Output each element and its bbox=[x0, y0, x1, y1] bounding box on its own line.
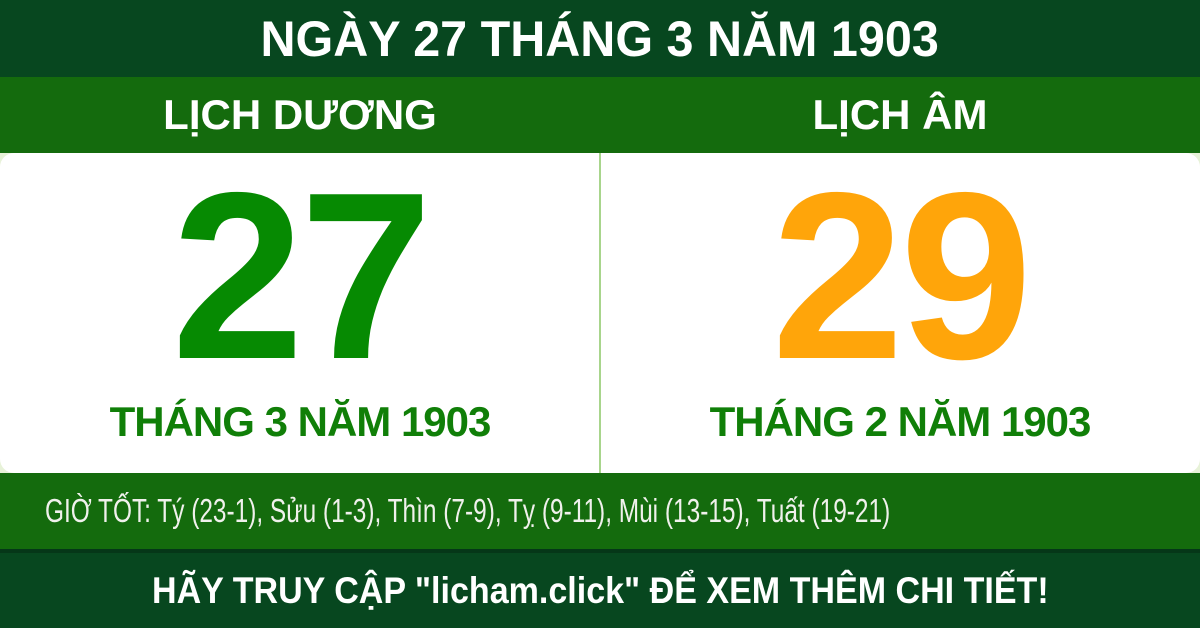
lunar-day-number: 29 bbox=[771, 143, 1033, 409]
footer-bar: HÃY TRUY CẬP "licham.click" ĐỂ XEM THÊM … bbox=[0, 549, 1200, 628]
page-title: NGÀY 27 THÁNG 3 NĂM 1903 bbox=[260, 10, 940, 67]
header-bar: NGÀY 27 THÁNG 3 NĂM 1903 bbox=[0, 0, 1200, 77]
lunar-calendar-label: LỊCH ÂM bbox=[812, 91, 988, 138]
lunar-panel: 29 THÁNG 2 NĂM 1903 bbox=[600, 153, 1200, 473]
column-divider bbox=[599, 153, 601, 473]
solar-month-year: THÁNG 3 NĂM 1903 bbox=[109, 398, 492, 445]
calendar-type-bar: LỊCH DƯƠNG LỊCH ÂM bbox=[0, 77, 1200, 153]
lunar-month-year: THÁNG 2 NĂM 1903 bbox=[709, 398, 1092, 445]
good-hours-bar: GIỜ TỐT: Tý (23-1), Sửu (1-3), Thìn (7-9… bbox=[0, 473, 1200, 549]
footer-cta-text: HÃY TRUY CẬP "licham.click" ĐỂ XEM THÊM … bbox=[151, 569, 1049, 611]
solar-day-number: 27 bbox=[171, 143, 433, 409]
good-hours-text: GIỜ TỐT: Tý (23-1), Sửu (1-3), Thìn (7-9… bbox=[45, 492, 891, 529]
calendar-card: 27 THÁNG 3 NĂM 1903 29 THÁNG 2 NĂM 1903 bbox=[0, 153, 1200, 473]
solar-panel: 27 THÁNG 3 NĂM 1903 bbox=[0, 153, 600, 473]
solar-calendar-label: LỊCH DƯƠNG bbox=[163, 91, 437, 138]
calendar-body: 27 THÁNG 3 NĂM 1903 29 THÁNG 2 NĂM 1903 bbox=[0, 153, 1200, 473]
